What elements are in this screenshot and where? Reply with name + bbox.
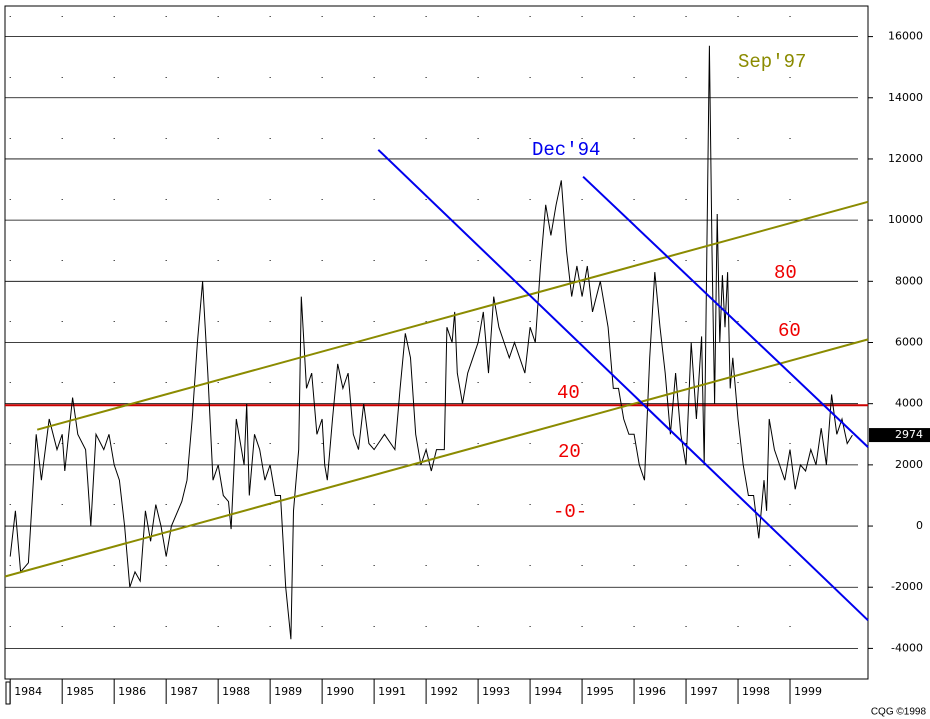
x-tick-label: 1984 xyxy=(14,685,42,698)
y-tick-label: 14000 xyxy=(888,91,923,104)
x-tick-label: 1995 xyxy=(586,685,614,698)
annotation: 40 xyxy=(557,382,580,404)
x-tick-label: 1991 xyxy=(378,685,406,698)
annotation: 80 xyxy=(774,262,797,284)
x-tick-label: 1993 xyxy=(482,685,510,698)
x-tick-label: 1994 xyxy=(534,685,562,698)
y-tick-label: 2000 xyxy=(895,458,923,471)
trend-line xyxy=(36,200,869,431)
last-value-box xyxy=(869,428,930,443)
trend-line xyxy=(582,175,869,448)
price-line xyxy=(9,45,853,640)
annotation: -0- xyxy=(553,501,587,523)
y-tick-label: -2000 xyxy=(891,580,923,593)
annotation: Sep'97 xyxy=(738,51,806,73)
y-tick-label: 10000 xyxy=(888,213,923,226)
annotation: Dec'94 xyxy=(532,139,600,161)
y-tick-label: 6000 xyxy=(895,336,923,349)
trend-line xyxy=(377,149,869,622)
y-tick-label: 8000 xyxy=(895,274,923,287)
x-tick-label: 1999 xyxy=(794,685,822,698)
x-tick-label: 1990 xyxy=(326,685,354,698)
annotation: 20 xyxy=(558,441,581,463)
y-tick-label: 12000 xyxy=(888,152,923,165)
last-value-label: 2974 xyxy=(895,428,923,441)
x-tick-label: 1988 xyxy=(222,685,250,698)
x-tick-label: 1996 xyxy=(638,685,666,698)
y-tick-label: 4000 xyxy=(895,397,923,410)
x-tick-label: 1989 xyxy=(274,685,302,698)
y-tick-label: -4000 xyxy=(891,641,923,654)
y-tick-label: 16000 xyxy=(888,30,923,43)
x-tick-label: 1992 xyxy=(430,685,458,698)
x-tick-label: 1998 xyxy=(742,685,770,698)
x-tick-label: 1986 xyxy=(118,685,146,698)
x-tick-label: 1987 xyxy=(170,685,198,698)
footer: CQG ©1998 xyxy=(871,707,927,718)
annotation: 60 xyxy=(778,320,801,342)
y-tick-label: 0 xyxy=(916,519,923,532)
trend-line xyxy=(4,338,869,578)
x-tick-label: 1985 xyxy=(66,685,94,698)
x-tick-label: 1997 xyxy=(690,685,718,698)
